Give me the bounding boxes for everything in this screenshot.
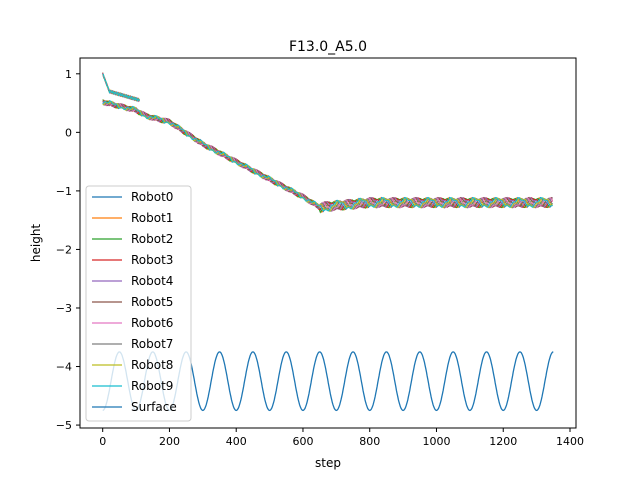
legend-label: Robot0	[131, 190, 173, 204]
y-tick-label: −1	[56, 185, 72, 198]
robot-line	[102, 100, 554, 211]
legend-label: Robot5	[131, 295, 173, 309]
x-tick-label: 200	[159, 435, 180, 448]
x-axis-label: step	[315, 456, 341, 470]
y-axis-ticks: −5 −4 −3 −2 −1 0 1	[56, 68, 80, 432]
legend-label: Robot1	[131, 211, 173, 225]
x-tick-label: 400	[226, 435, 247, 448]
plot-lines	[102, 72, 554, 412]
robot-line	[102, 100, 553, 212]
legend-label: Robot9	[131, 379, 173, 393]
legend-label: Robot8	[131, 358, 173, 372]
y-tick-label: 0	[65, 126, 72, 139]
robot-start-line	[102, 74, 140, 102]
y-tick-label: −2	[56, 243, 72, 256]
y-tick-label: −3	[56, 302, 72, 315]
y-axis-label: height	[29, 224, 43, 263]
legend-label: Robot4	[131, 274, 173, 288]
x-axis-ticks: 0 200 400 600 800 1000 1200 1400	[99, 428, 584, 448]
x-tick-label: 600	[292, 435, 313, 448]
legend-label: Robot2	[131, 232, 173, 246]
legend-box	[85, 185, 192, 422]
legend-label: Surface	[131, 400, 177, 414]
y-tick-label: 1	[65, 68, 72, 81]
y-tick-label: −5	[56, 419, 72, 432]
axes-frame	[79, 57, 577, 429]
x-tick-label: 1000	[422, 435, 450, 448]
legend-label: Robot6	[131, 316, 173, 330]
legend-label: Robot3	[131, 253, 173, 267]
x-tick-label: 800	[359, 435, 380, 448]
y-tick-label: −4	[56, 361, 72, 374]
chart-title: F13.0_A5.0	[289, 39, 367, 55]
legend-label: Robot7	[131, 337, 173, 351]
legend: Robot0 Robot1 Robot2 Robot3 Robot4 Robot5 Robo…	[85, 185, 192, 422]
x-tick-label: 1400	[556, 435, 584, 448]
x-tick-label: 0	[99, 435, 106, 448]
x-tick-label: 1200	[489, 435, 517, 448]
